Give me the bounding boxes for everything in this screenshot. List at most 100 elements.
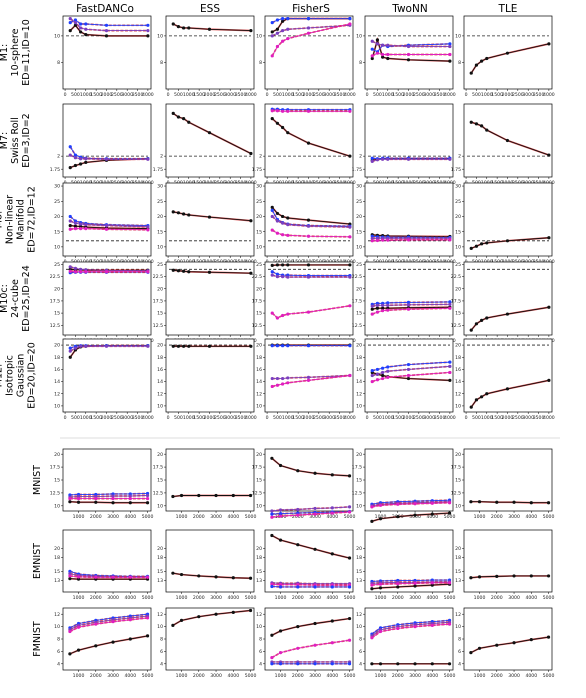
x-tick-label: 1500 (392, 92, 404, 98)
x-tick-label: 4000 (426, 673, 438, 679)
panel-2-2: 0500100015002000250030003500400010152025… (256, 182, 356, 265)
data-point (512, 500, 516, 504)
data-point (448, 364, 452, 368)
data-point (197, 615, 201, 619)
row-label-line: ED=20,ID=20 (27, 342, 38, 409)
column-title-fishers: FisherS (292, 3, 330, 15)
data-point (270, 512, 274, 516)
data-point (396, 502, 400, 506)
y-tick-label: 20 (455, 286, 461, 292)
data-point (286, 312, 290, 316)
data-point (84, 27, 88, 31)
data-point (84, 344, 88, 348)
data-point (176, 211, 181, 215)
data-point (381, 52, 385, 57)
row-label-line: ED=72,ID=12 (27, 186, 38, 253)
panel-7-2: 1000 2000 3000 4000 5000 4 6 8 10 12 (256, 607, 355, 679)
data-point (278, 463, 283, 468)
x-tick-label: 2000 (90, 595, 102, 601)
data-point (375, 310, 380, 314)
data-point (469, 405, 473, 409)
panel-6-4: 1000 2000 3000 4000 5000 13 15 18 20 (455, 529, 554, 601)
y-tick-label: 12 (256, 612, 262, 618)
x-tick-label: 0 (64, 415, 67, 421)
data-point (79, 162, 83, 166)
y-tick-label: 10 (157, 244, 163, 250)
y-tick-label: 20 (256, 343, 262, 349)
y-tick-label: 1.75 (352, 167, 362, 173)
x-tick-label: 4000 (525, 595, 537, 601)
y-tick-label: 20 (455, 546, 461, 552)
y-tick-label: 20 (356, 546, 362, 552)
data-point (281, 214, 285, 219)
data-point (275, 231, 280, 235)
x-tick-label: 3000 (508, 514, 520, 520)
y-tick-label: 4 (160, 661, 163, 667)
panel-3-4: 0500100015002000250030003500400012.51517… (451, 261, 555, 344)
data-point (171, 571, 175, 575)
data-point (76, 577, 81, 581)
data-point (330, 552, 334, 556)
data-point (370, 636, 374, 640)
data-point (505, 51, 510, 55)
y-tick-label: 20 (256, 546, 262, 552)
panel-2-0: 0500100015002000250030003500400010152025… (54, 182, 154, 265)
y-tick-label: 14 (54, 379, 60, 385)
data-point (278, 585, 283, 589)
x-tick-label: 2000 (403, 92, 415, 98)
x-tick-label: 3000 (508, 673, 520, 679)
data-point (396, 515, 400, 519)
data-point (270, 456, 274, 460)
row-label: EMNIST (32, 543, 43, 579)
data-point (281, 382, 285, 386)
data-point (278, 583, 283, 587)
data-point (76, 648, 81, 652)
data-point (73, 18, 78, 22)
data-point (505, 387, 510, 391)
data-point (306, 375, 311, 379)
x-tick-label: 500 (273, 92, 282, 98)
y-tick-label: 18 (356, 355, 362, 361)
y-tick-label: 22.5 (50, 274, 60, 280)
data-point (145, 616, 150, 620)
y-tick-label: 8 (359, 60, 362, 66)
row-label: M12:IsotropicGaussianED=20,ID=20 (0, 342, 38, 409)
x-tick-label: 4000 (344, 415, 356, 421)
y-tick-label: 2 (458, 154, 461, 160)
data-point (145, 634, 150, 638)
data-point (347, 638, 352, 642)
data-point (529, 574, 533, 578)
data-point (448, 306, 452, 310)
data-point (370, 312, 374, 316)
data-point (171, 210, 175, 214)
x-tick-label: 5000 (344, 595, 356, 601)
data-point (348, 17, 352, 21)
panel-frame (165, 607, 255, 671)
y-tick-label: 16 (356, 367, 362, 373)
data-point (448, 157, 452, 161)
x-tick-label: 1000 (183, 415, 195, 421)
data-point (330, 506, 334, 510)
data-point (381, 373, 385, 378)
data-point (270, 54, 274, 58)
y-tick-label: 15 (356, 478, 362, 484)
data-point (469, 246, 473, 250)
data-point (145, 493, 150, 498)
data-point (286, 233, 290, 237)
data-point (94, 497, 98, 501)
data-point (84, 160, 88, 164)
data-point (176, 25, 181, 29)
data-point (270, 662, 274, 666)
data-point (370, 379, 374, 384)
y-tick-label: 16 (54, 367, 60, 373)
data-point (207, 131, 212, 135)
x-tick-label: 2500 (111, 415, 123, 421)
data-point (270, 117, 274, 121)
data-point (281, 39, 285, 43)
x-tick-label: 2000 (90, 673, 102, 679)
x-tick-label: 4000 (124, 514, 136, 520)
data-point (270, 109, 274, 113)
